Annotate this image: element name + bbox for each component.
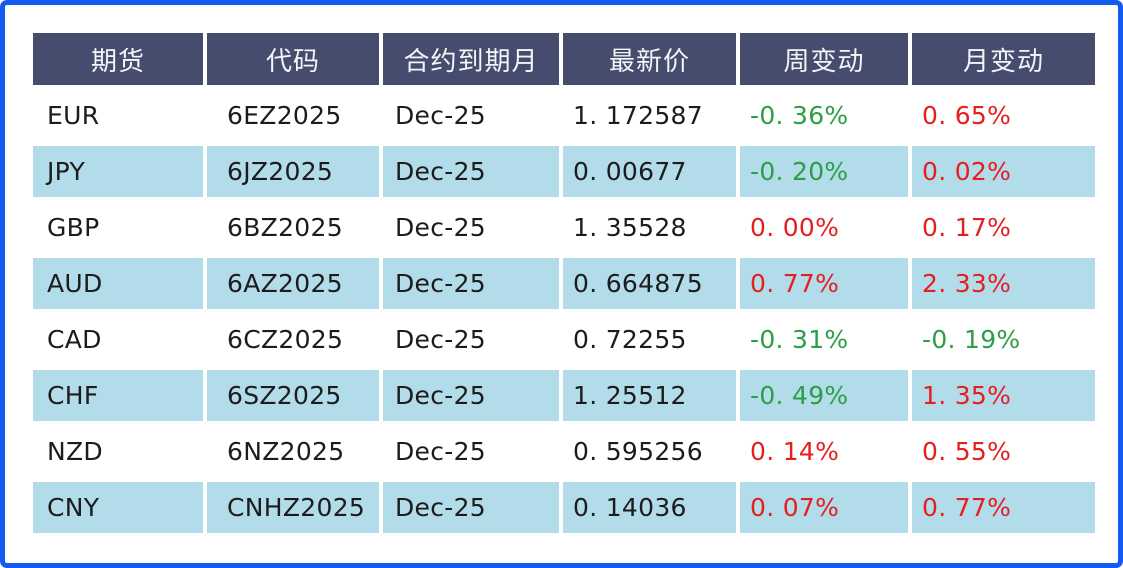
cell-week-change: -0. 49% bbox=[740, 370, 908, 421]
cell-week-change: 0. 14% bbox=[750, 437, 840, 466]
cell-future: CNY bbox=[33, 482, 203, 533]
cell-expiry-month: Dec-25 bbox=[383, 258, 559, 309]
cell-week-change: -0. 20% bbox=[740, 146, 908, 197]
cell-code: 6CZ2025 bbox=[227, 325, 344, 354]
cell-future: NZD bbox=[47, 437, 103, 466]
cell-last-price: 0. 00677 bbox=[563, 146, 736, 197]
cell-expiry-month: Dec-25 bbox=[383, 370, 559, 421]
cell-last-price: 0. 14036 bbox=[563, 482, 736, 533]
cell-expiry-month: Dec-25 bbox=[383, 482, 559, 533]
cell-month-change: 0. 17% bbox=[922, 213, 1012, 242]
cell-future: EUR bbox=[47, 101, 100, 130]
cell-code: 6JZ2025 bbox=[207, 146, 379, 197]
header-cell-week: 周变动 bbox=[740, 33, 908, 85]
cell-code: 6AZ2025 bbox=[207, 258, 379, 309]
header-cell-expiry: 合约到期月 bbox=[383, 33, 559, 85]
cell-last-price: 1. 172587 bbox=[573, 101, 703, 130]
cell-code: 6EZ2025 bbox=[227, 101, 342, 130]
header-cell-future: 期货 bbox=[33, 33, 203, 85]
cell-week-change: -0. 31% bbox=[750, 325, 849, 354]
cell-future: GBP bbox=[47, 213, 100, 242]
cell-week-change: 0. 00% bbox=[750, 213, 840, 242]
cell-last-price: 0. 664875 bbox=[563, 258, 736, 309]
cell-week-change: 0. 07% bbox=[740, 482, 908, 533]
cell-future: CAD bbox=[47, 325, 102, 354]
header-cell-month: 月变动 bbox=[912, 33, 1095, 85]
cell-month-change: 0. 65% bbox=[922, 101, 1012, 130]
cell-month-change: -0. 19% bbox=[922, 325, 1021, 354]
cell-last-price: 1. 35528 bbox=[573, 213, 687, 242]
cell-month-change: 0. 55% bbox=[922, 437, 1012, 466]
cell-code: CNHZ2025 bbox=[207, 482, 379, 533]
cell-expiry-month: Dec-25 bbox=[383, 146, 559, 197]
cell-expiry-month: Dec-25 bbox=[395, 325, 487, 354]
cell-future: JPY bbox=[33, 146, 203, 197]
cell-last-price: 1. 25512 bbox=[563, 370, 736, 421]
cell-week-change: 0. 77% bbox=[740, 258, 908, 309]
cell-code: 6SZ2025 bbox=[207, 370, 379, 421]
cell-future: AUD bbox=[33, 258, 203, 309]
cell-week-change: -0. 36% bbox=[750, 101, 849, 130]
cell-expiry-month: Dec-25 bbox=[395, 437, 487, 466]
cell-month-change: 1. 35% bbox=[912, 370, 1095, 421]
cell-month-change: 2. 33% bbox=[912, 258, 1095, 309]
cell-expiry-month: Dec-25 bbox=[395, 213, 487, 242]
cell-code: 6NZ2025 bbox=[227, 437, 345, 466]
cell-month-change: 0. 02% bbox=[912, 146, 1095, 197]
cell-expiry-month: Dec-25 bbox=[395, 101, 487, 130]
header-cell-last: 最新价 bbox=[563, 33, 736, 85]
futures-table: 期货 代码 合约到期月 最新价 周变动 月变动 EUR 6EZ2025 Dec-25 1. 172… bbox=[33, 33, 1095, 533]
cell-future: CHF bbox=[33, 370, 203, 421]
cell-code: 6BZ2025 bbox=[227, 213, 343, 242]
header-cell-code: 代码 bbox=[207, 33, 379, 85]
cell-month-change: 0. 77% bbox=[912, 482, 1095, 533]
cell-last-price: 0. 595256 bbox=[573, 437, 703, 466]
cell-last-price: 0. 72255 bbox=[573, 325, 687, 354]
